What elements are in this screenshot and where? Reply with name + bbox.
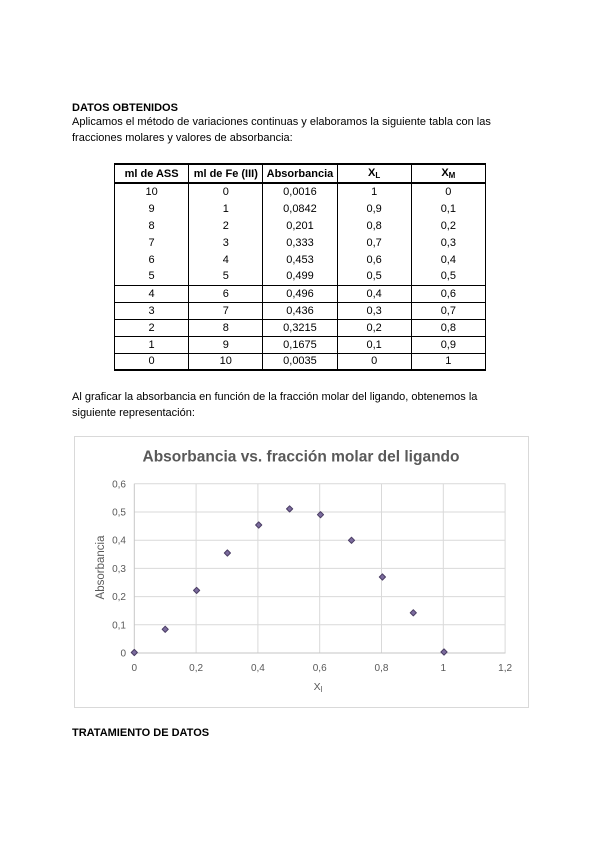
svg-text:1: 1 [441,663,447,674]
svg-text:0,3: 0,3 [112,564,126,575]
svg-text:0: 0 [120,649,126,660]
svg-text:0,2: 0,2 [189,663,203,674]
svg-text:0,6: 0,6 [313,663,327,674]
svg-text:Absorbancia vs. fracción molar: Absorbancia vs. fracción molar del ligan… [143,449,460,466]
svg-text:0: 0 [132,663,138,674]
svg-text:0,2: 0,2 [112,592,126,603]
svg-text:0,6: 0,6 [112,479,126,490]
svg-text:Absorbancia: Absorbancia [95,535,107,600]
svg-text:0,4: 0,4 [251,663,265,674]
svg-text:0,1: 0,1 [112,620,126,631]
svg-text:0,4: 0,4 [112,536,126,547]
svg-text:Xl: Xl [314,681,323,694]
svg-text:0,8: 0,8 [375,663,389,674]
svg-text:1,2: 1,2 [498,663,512,674]
svg-text:0,5: 0,5 [112,508,126,519]
